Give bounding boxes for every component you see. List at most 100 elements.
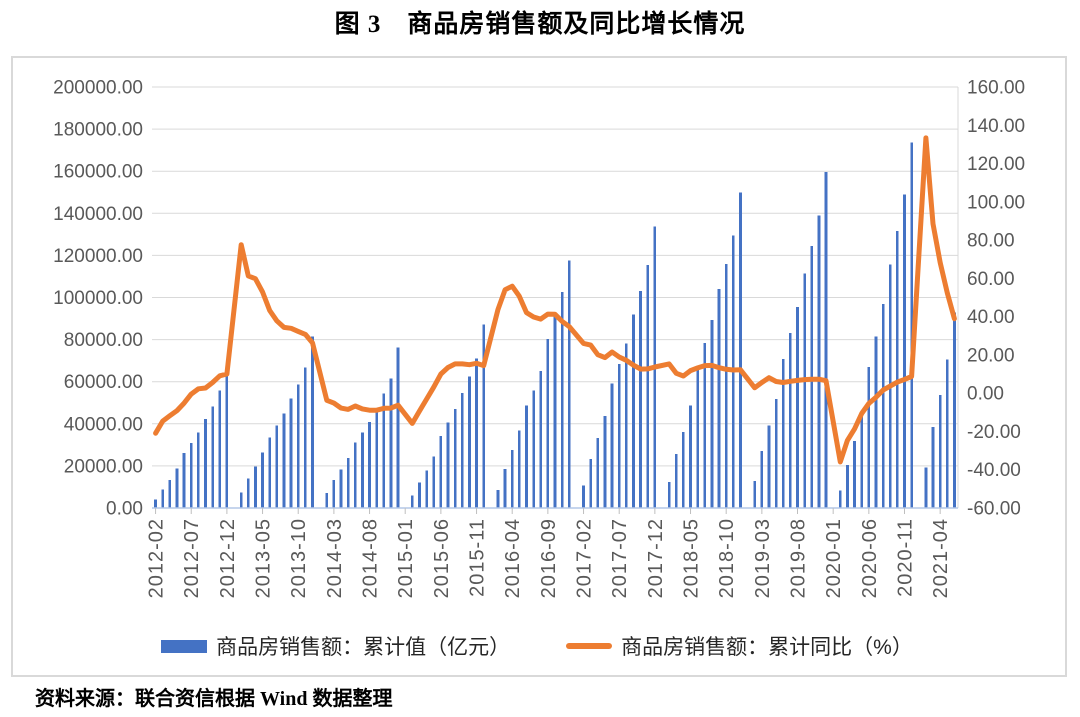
sales-bar [881,303,885,508]
sales-bar [931,427,935,508]
sales-bar [496,489,500,508]
sales-bar [945,359,949,508]
right-axis-label: 140.00 [967,116,1025,137]
sales-bar [553,315,557,508]
sales-bar [268,437,272,508]
x-axis-label: 2016-09 [538,518,560,598]
sales-bar [767,425,771,508]
sales-bar [418,482,421,508]
sales-bar [346,458,350,508]
sales-bar [510,449,514,508]
sales-bar [710,319,714,508]
sales-bar [517,430,521,508]
left-axis-label: 200000.00 [53,78,143,99]
sales-bar [339,469,343,508]
sales-bar [296,384,300,508]
right-axis-label: 60.00 [967,269,1015,290]
sales-bar [304,367,307,508]
sales-bar [460,392,464,508]
sales-bar [361,432,364,508]
right-axis-label: 120.00 [967,154,1025,175]
sales-bar [632,314,635,508]
sales-bar [696,367,700,508]
sales-bar [168,480,172,508]
x-axis-label: 2019-03 [752,518,774,598]
sales-bar [204,419,207,508]
sales-bar [674,454,678,508]
left-axis-label: 20000.00 [64,456,143,477]
sales-bar [218,390,222,508]
x-axis-label: 2017-12 [645,518,667,598]
sales-bar [311,336,314,508]
sales-bar [353,442,357,508]
x-axis-label: 2012-02 [146,518,168,598]
sales-bar [453,409,457,508]
sales-bar [789,332,792,508]
sales-bar [846,465,849,508]
x-axis-label: 2018-05 [681,518,703,598]
sales-bar [753,481,757,508]
left-axis-label: 60000.00 [64,372,143,393]
chart-title: 图 3 商品房销售额及同比增长情况 [334,11,746,38]
legend: 商品房销售额：累计值（亿元） 商品房销售额：累计同比（%） [11,631,1063,661]
sales-bar [760,451,764,508]
sales-bar [703,343,707,508]
legend-item-sales: 商品房销售额：累计值（亿元） [161,631,510,661]
sales-bar [853,440,856,508]
sales-bar [275,425,279,508]
x-axis-label: 2016-04 [502,518,524,598]
sales-bar [874,336,878,508]
sales-bar [261,452,264,508]
sales-bar [924,467,928,508]
sales-bar [325,493,329,508]
x-axis-label: 2012-07 [181,518,203,598]
sales-bar [282,413,286,508]
right-axis-label: -40.00 [967,460,1021,481]
sales-bar [475,358,478,508]
sales-bar [867,367,871,508]
sales-bar [596,438,600,508]
sales-bar [503,469,507,508]
sales-bar [667,481,671,508]
x-axis-label: 2013-10 [288,518,310,598]
left-axis-label: 100000.00 [53,288,143,309]
sales-bar [903,194,906,508]
sales-bar [189,443,193,508]
sales-bar [182,452,186,508]
sales-bar [582,485,585,508]
sales-bar [910,142,913,509]
sales-bar [610,383,614,508]
right-axis-label: -20.00 [967,422,1021,443]
x-axis-label: 2013-05 [253,518,275,598]
x-axis-label: 2019-08 [788,518,810,598]
sales-bar [239,492,243,508]
sales-bar [639,291,642,508]
right-axis-label: 80.00 [967,231,1015,252]
x-axis-label: 2017-02 [574,518,596,598]
sales-bar [781,359,785,508]
sales-bar [254,466,257,508]
sales-bar [824,171,828,508]
sales-bar [525,405,528,508]
x-axis-label: 2015-01 [395,518,417,598]
x-axis-label: 2014-08 [360,518,382,598]
right-axis-label: 40.00 [967,307,1015,328]
source-note: 资料来源：联合资信根据 Wind 数据整理 [35,688,393,710]
sales-bar [482,324,486,508]
x-axis-label: 2020-01 [823,518,845,598]
sales-bar [860,410,864,508]
legend-item-yoy: 商品房销售额：累计同比（%） [566,631,913,661]
left-axis-label: 160000.00 [53,162,143,183]
sales-bar [332,480,336,508]
x-axis-label: 2018-10 [716,518,738,598]
sales-bar [246,478,250,508]
sales-bar [603,416,607,508]
sales-bar [560,292,564,508]
sales-bar [803,273,806,508]
sales-bar [154,499,157,508]
sales-bar [389,378,393,508]
sales-bar [211,406,214,508]
right-axis-label: 160.00 [967,78,1025,99]
sales-bar [539,371,543,508]
